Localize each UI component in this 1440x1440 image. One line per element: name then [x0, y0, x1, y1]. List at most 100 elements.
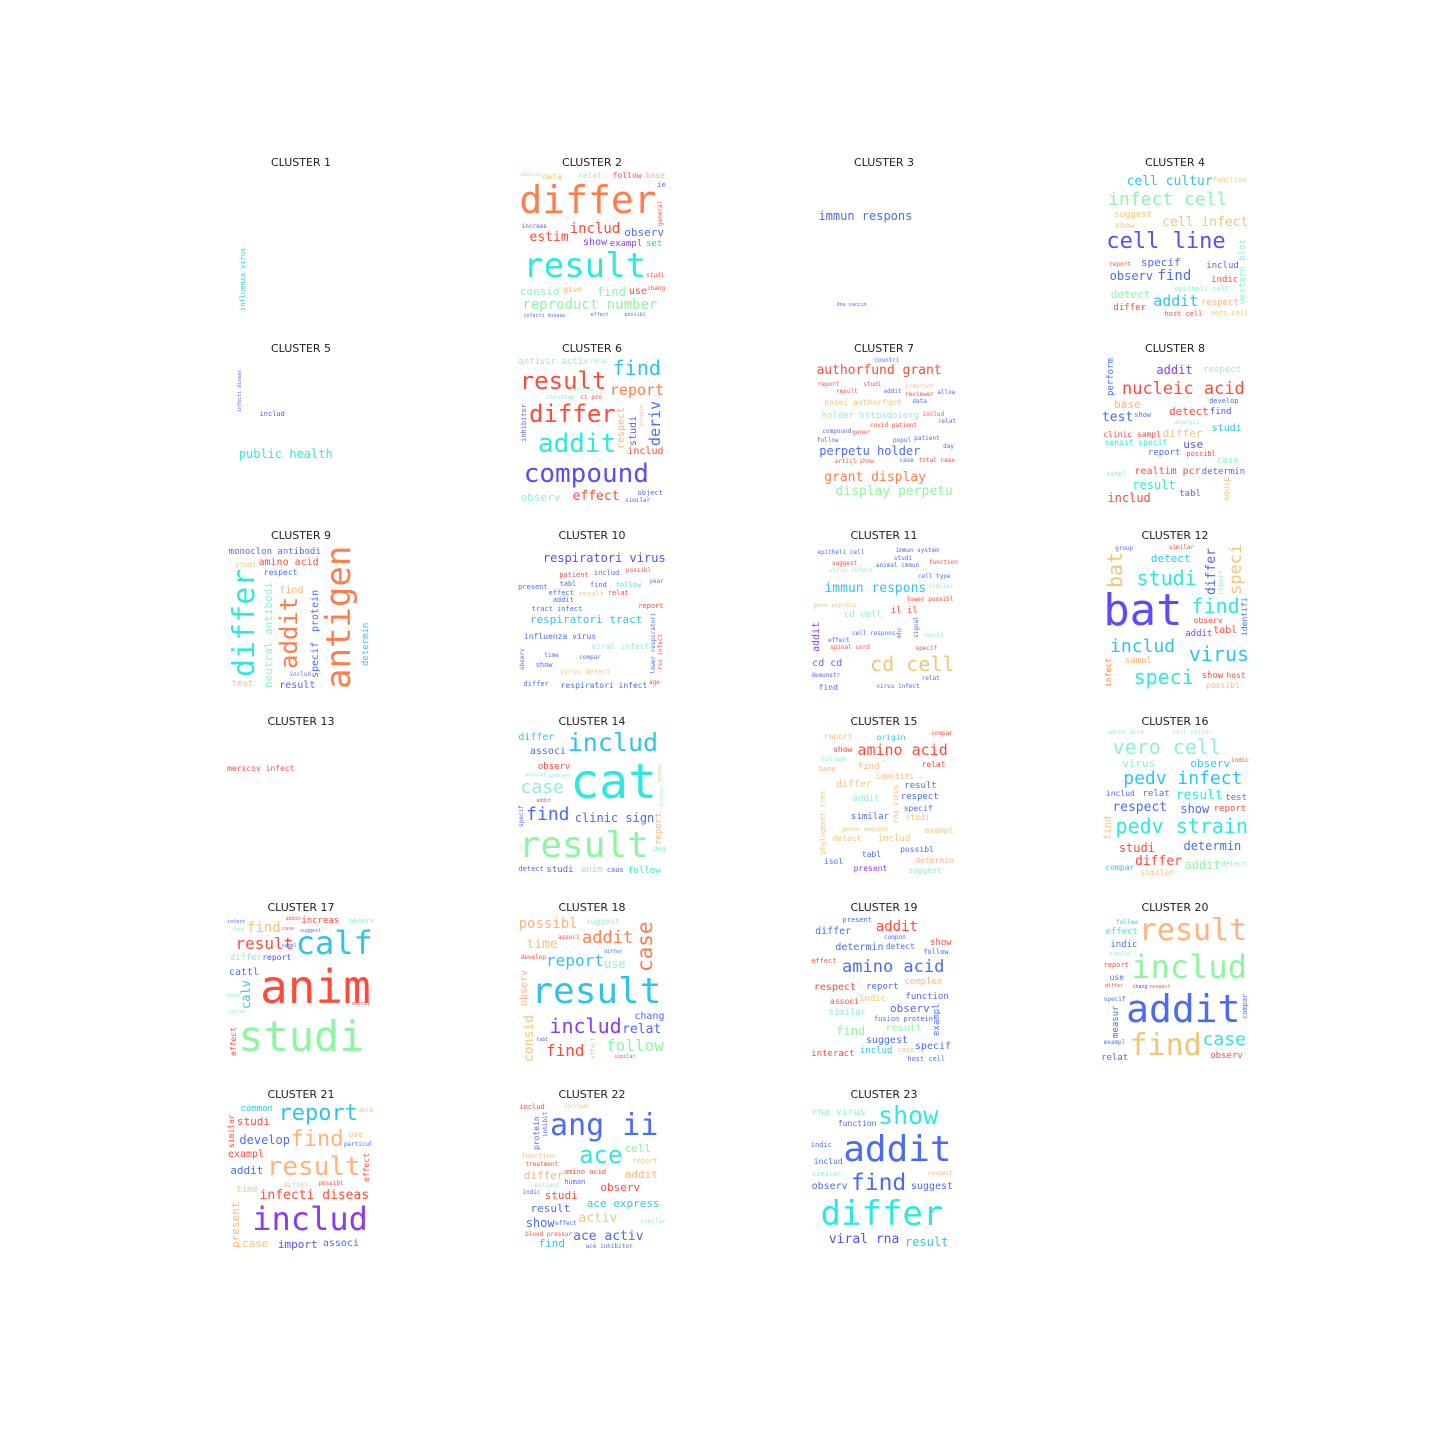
cloud-word: includ — [519, 1102, 545, 1111]
cloud-word: relat — [1142, 788, 1170, 799]
cloud-word: result — [530, 1202, 571, 1216]
cloud-word: respect — [615, 406, 627, 449]
cloud-word: show — [833, 745, 853, 755]
cloud-word: similar — [1109, 950, 1131, 957]
cloud-word: observ — [811, 1180, 848, 1192]
cloud-word: differ — [604, 948, 623, 955]
cloud-word: studi — [236, 1114, 271, 1128]
cloud-word: find — [857, 761, 880, 772]
cloud-word: observ — [889, 1001, 930, 1015]
cloud-word: il il — [890, 605, 918, 616]
cloud-word: effect — [548, 589, 574, 598]
cloud-word: includ — [593, 568, 620, 577]
cloud-word: pedv infect — [1123, 767, 1243, 789]
cloud-word: respect — [1149, 983, 1171, 990]
cloud-word: test — [1101, 409, 1134, 425]
cloud-word: respiratori infect — [560, 681, 648, 691]
cloud-word: find — [596, 284, 626, 299]
cloud-word: origin — [876, 733, 906, 743]
cloud-word: addit — [875, 918, 918, 935]
cloud-word: day — [943, 443, 954, 451]
cloud-word: report — [632, 1156, 658, 1165]
cloud-word: observ — [1210, 1051, 1243, 1062]
cloud-word: result — [1138, 915, 1248, 949]
word-cloud: cat result includ case find clinic sign associ… — [517, 729, 667, 879]
cloud-word: addit — [537, 429, 617, 460]
cloud-word: respiratori virus — [542, 550, 666, 565]
cloud-word: report — [1217, 569, 1226, 595]
cloud-word: estim — [529, 230, 569, 246]
cloud-word: anim — [580, 865, 603, 876]
cloud-word: effect — [1105, 927, 1139, 938]
cloud-word: immun system — [895, 547, 939, 555]
cloud-word: detect — [1110, 288, 1151, 302]
cloud-word: determin — [1201, 466, 1246, 477]
cloud-word: result — [578, 590, 604, 599]
cloud-word: differ — [815, 925, 852, 937]
cloud-word: amino acid — [563, 1168, 607, 1177]
cloud-word: sampl — [1124, 656, 1152, 666]
cloud-word: find — [246, 920, 281, 937]
cloud-word: effect — [811, 957, 837, 966]
word-cloud: includ result report find infecti diseas deve… — [226, 1102, 376, 1252]
cluster-title: CLUSTER 6 — [561, 342, 623, 355]
cloud-word: tabl — [536, 1036, 549, 1043]
cloud-word: function — [837, 1119, 877, 1129]
cloud-word: ace activ — [573, 1229, 644, 1245]
cloud-word: includ — [1131, 947, 1247, 986]
cloud-word: observ — [520, 491, 561, 504]
cloud-word: differ — [519, 178, 657, 223]
cloud-word: consid — [519, 284, 560, 298]
cloud-word: find — [1157, 268, 1192, 285]
cluster-title: CLUSTER 4 — [1144, 156, 1206, 169]
cloud-word: time — [544, 652, 559, 660]
word-cloud: cell line infect cell addit find cell infect… — [1100, 170, 1250, 320]
cloud-word: rna virus — [811, 1107, 866, 1119]
cloud-word: infect cell — [1108, 189, 1228, 211]
cluster-title: CLUSTER 18 — [558, 901, 626, 914]
cloud-word: year — [649, 577, 664, 585]
cloud-word: show — [1134, 410, 1152, 419]
cloud-word: viral rna — [828, 1232, 900, 1248]
cloud-word: addit — [1184, 858, 1221, 872]
cloud-word: similar — [828, 1008, 867, 1019]
cloud-word: exampl — [609, 238, 643, 249]
cloud-word: differ — [1203, 548, 1219, 596]
cloud-word: tabl — [1213, 625, 1238, 637]
cloud-word: effect — [361, 1153, 371, 1182]
cloud-word: indic — [522, 1189, 541, 1197]
cloud-word: case — [281, 926, 294, 933]
cluster-title: CLUSTER 14 — [558, 715, 626, 728]
cloud-word: studi — [546, 864, 574, 875]
cloud-word: find — [290, 1126, 344, 1152]
cloud-word: differ — [518, 732, 555, 744]
cloud-word: antivir activ — [518, 357, 589, 368]
cloud-word: human — [564, 1177, 586, 1186]
cloud-word: western blot — [1238, 238, 1249, 304]
cloud-word: ace express — [586, 1197, 660, 1211]
cloud-word: case — [899, 457, 914, 465]
cloud-word: effect — [827, 637, 850, 645]
cloud-word: tabl — [559, 579, 577, 588]
cluster-title: CLUSTER 7 — [853, 342, 915, 355]
cloud-word: caus — [606, 865, 624, 874]
cloud-word: result — [235, 934, 294, 954]
cluster-title: CLUSTER 1 — [270, 156, 332, 169]
cloud-word: observ — [537, 762, 571, 773]
cloud-word: compon — [884, 933, 906, 941]
word-cloud: pedv strain vero cell pedv infect differ res… — [1100, 729, 1250, 879]
cloud-word: signal — [913, 616, 921, 638]
cluster-title: CLUSTER 10 — [558, 529, 626, 542]
cloud-word: relat — [921, 674, 940, 682]
cloud-word: genom sequenc — [841, 825, 889, 833]
cloud-word: consid — [521, 1014, 537, 1062]
cloud-word: compar — [931, 729, 953, 737]
cloud-word: report — [1109, 261, 1131, 269]
cloud-word: relat — [589, 358, 609, 366]
cloud-word: grant display — [824, 469, 926, 485]
cloud-word: vero cell — [1210, 309, 1249, 318]
cloud-word: preprint — [905, 382, 935, 390]
cloud-word: detect — [1150, 552, 1191, 566]
cloud-word: studi — [893, 554, 912, 562]
cloud-word: virus infect — [876, 683, 920, 691]
